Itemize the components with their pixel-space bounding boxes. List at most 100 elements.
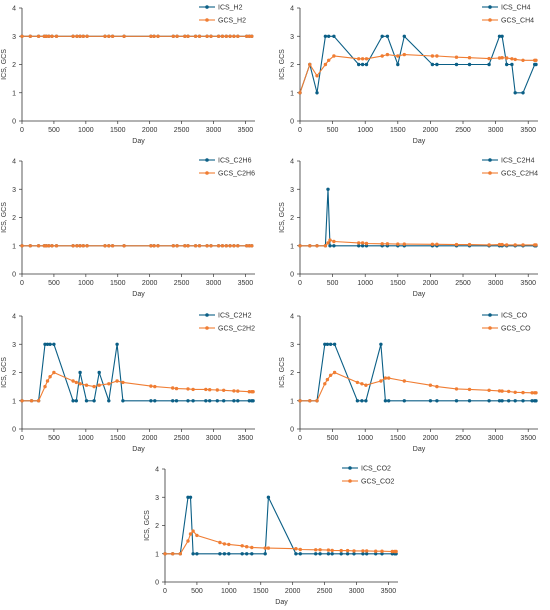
x-tick-label: 3500 [520,280,536,287]
data-point-GCS_C2H4 [328,238,332,242]
data-point-GCS_C2H4 [323,244,328,248]
data-point-GCS_C2H2 [171,386,175,390]
data-point-GCS_C2H4 [364,241,369,246]
data-point-ICS_CO2 [352,552,356,556]
data-point-GCS_CO [323,382,327,386]
data-point-GCS_CH4 [467,56,472,60]
x-tick-label: 1000 [357,435,373,442]
x-tick-label: 2500 [317,588,333,595]
y-axis-label: ICS, GCS [144,510,151,541]
data-point-GCS_CO [454,387,459,391]
legend-label: GCS_C2H4 [501,171,538,178]
data-point-GCS_C2H6 [209,244,213,248]
data-point-GCS_CO [315,399,319,403]
y-tick-label: 2 [12,62,16,69]
data-point-ICS_CO2 [263,552,267,556]
data-point-GCS_CO [530,391,534,395]
x-tick-label: 3000 [206,280,222,287]
data-point-GCS_CO [402,379,406,383]
x-tick-label: 2000 [423,435,439,442]
x-tick-label: 3000 [488,127,504,134]
data-point-GCS_C2H4 [308,244,312,248]
data-point-ICS_CH4 [497,34,502,38]
x-tick-label: 1500 [390,127,406,134]
data-point-GCS_C2H2 [71,379,75,383]
x-tick-label: 0 [298,280,302,287]
data-point-GCS_C2H6 [224,244,228,248]
y-tick-label: 2 [12,215,16,222]
data-point-GCS_CH4 [497,56,502,60]
data-point-GCS_C2H6 [44,244,48,248]
x-tick-label: 500 [327,280,339,287]
data-point-GCS_H2 [236,34,240,38]
data-point-GCS_CO2 [188,532,193,536]
legend-marker [205,5,209,9]
data-point-ICS_CH4 [505,62,509,67]
data-point-ICS_CO2 [361,552,365,556]
data-point-GCS_CH4 [454,55,459,59]
data-point-GCS_C2H6 [247,244,251,248]
data-point-ICS_CH4 [385,34,390,38]
data-point-GCS_H2 [247,34,251,38]
data-point-ICS_CO2 [314,552,318,556]
data-point-GCS_CO [332,370,337,375]
data-point-GCS_CO2 [380,549,384,553]
y-tick-label: 2 [155,523,159,530]
x-tick-label: 3500 [238,127,254,134]
data-point-GCS_CO [534,391,538,395]
x-tick-label: 2500 [174,280,190,287]
data-point-ICS_CO2 [294,552,298,556]
data-point-GCS_C2H6 [110,244,115,248]
series-line-ICS_C2H2 [22,343,254,402]
data-point-GCS_C2H2 [115,379,119,383]
data-point-GCS_C2H4 [385,242,390,246]
data-point-GCS_C2H4 [332,239,336,244]
data-point-GCS_CO [387,376,391,380]
data-point-GCS_C2H6 [107,244,111,248]
data-point-GCS_CO [428,383,433,387]
y-tick-label: 2 [290,215,294,222]
x-axis-label: Day [275,599,288,606]
data-point-GCS_CO2 [163,552,167,556]
data-point-GCS_H2 [103,34,107,38]
data-point-ICS_CO2 [374,552,378,556]
data-point-GCS_H2 [175,34,179,38]
legend-marker [205,326,209,330]
data-point-ICS_C2H2 [78,370,82,375]
data-point-ICS_CO [360,399,364,403]
y-tick-label: 2 [290,370,294,377]
y-tick-label: 1 [290,90,294,97]
data-point-ICS_CO [323,342,327,346]
data-point-GCS_CO [379,379,383,383]
data-point-GCS_C2H6 [152,244,156,248]
series-line-ICS_CO2 [165,495,397,555]
data-point-GCS_CO2 [294,547,298,551]
data-point-GCS_C2H6 [250,244,254,248]
data-point-ICS_CO [355,399,360,403]
legend-label: ICS_CO [501,313,528,320]
data-point-GCS_CH4 [357,57,361,61]
data-point-GCS_C2H6 [232,244,236,248]
chart-panel-4: 0 500 1000 1500 2000 2500 3000 3500 0 1 2 3 4 Day ICS,… [279,158,538,299]
data-point-GCS_CH4 [500,56,504,60]
y-tick-label: 4 [12,159,16,166]
legend-marker [205,158,209,162]
data-point-GCS_H2 [20,34,24,38]
data-point-GCS_CH4 [385,52,390,57]
data-point-ICS_C2H2 [215,399,219,403]
data-point-GCS_C2H4 [505,243,509,247]
data-point-GCS_C2H2 [107,382,111,386]
legend-marker [488,326,492,330]
data-point-ICS_CO2 [186,495,190,499]
legend-label: ICS_C2H4 [501,158,535,165]
data-point-ICS_CO2 [330,552,334,556]
legend-label: ICS_C2H6 [218,158,252,165]
data-point-GCS_C2H2 [20,399,24,403]
data-point-ICS_CO [487,399,491,403]
data-point-ICS_C2H2 [186,399,190,403]
data-point-GCS_CO2 [390,549,394,554]
data-point-ICS_C2H2 [149,399,153,403]
legend-marker [348,466,352,470]
data-point-GCS_H2 [209,34,213,38]
series-line-ICS_CH4 [299,35,536,94]
